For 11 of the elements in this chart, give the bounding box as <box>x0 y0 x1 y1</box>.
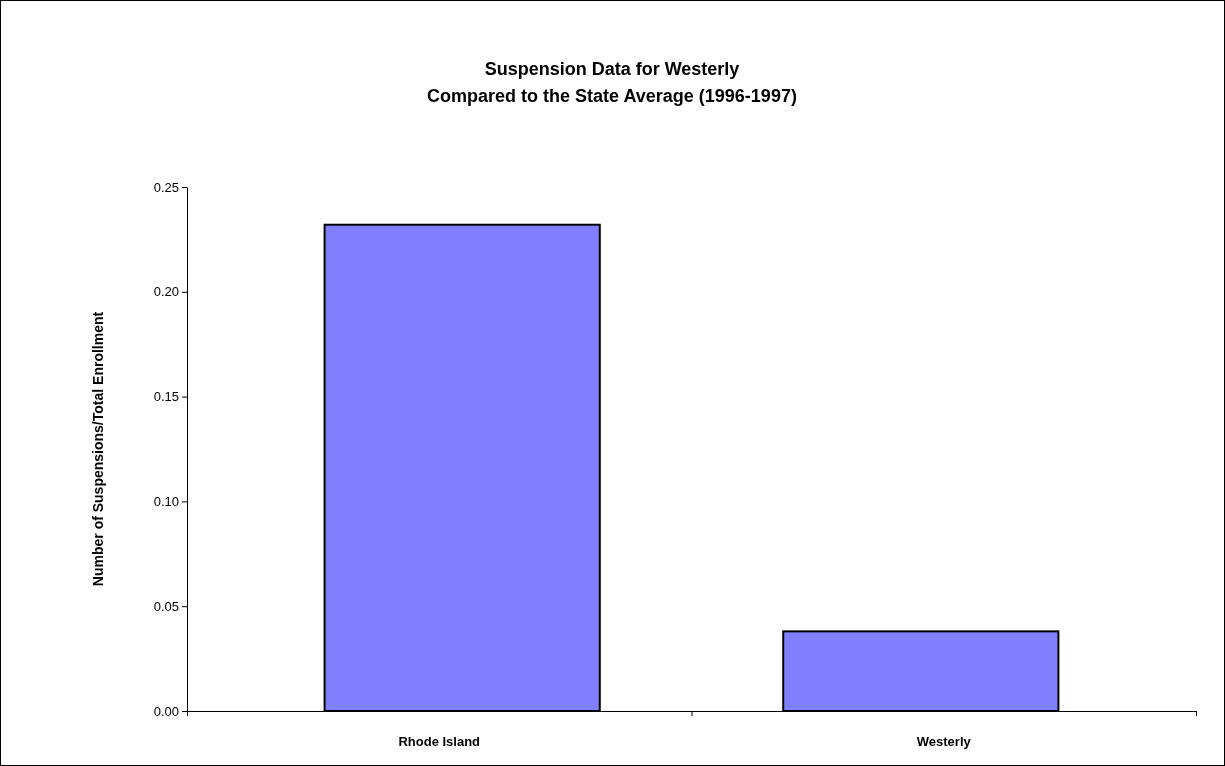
chart-title: Suspension Data for Westerly <box>484 59 740 79</box>
x-tick-label: Rhode Island <box>398 734 481 749</box>
y-tick-label: 0.15 <box>153 389 179 405</box>
y-tick-label: 0.25 <box>153 179 179 195</box>
y-tick-label: 0.00 <box>153 703 179 719</box>
y-tick-label: 0.10 <box>153 494 179 510</box>
chart-subtitle: Compared to the State Average (1996-1997) <box>427 86 797 106</box>
y-tick-label: 0.05 <box>153 598 179 614</box>
y-axis-title: Number of Suspensions/Total Enrollment <box>90 311 106 587</box>
y-tick-label: 0.20 <box>153 284 179 300</box>
x-tick-label: Westerly <box>916 734 972 749</box>
